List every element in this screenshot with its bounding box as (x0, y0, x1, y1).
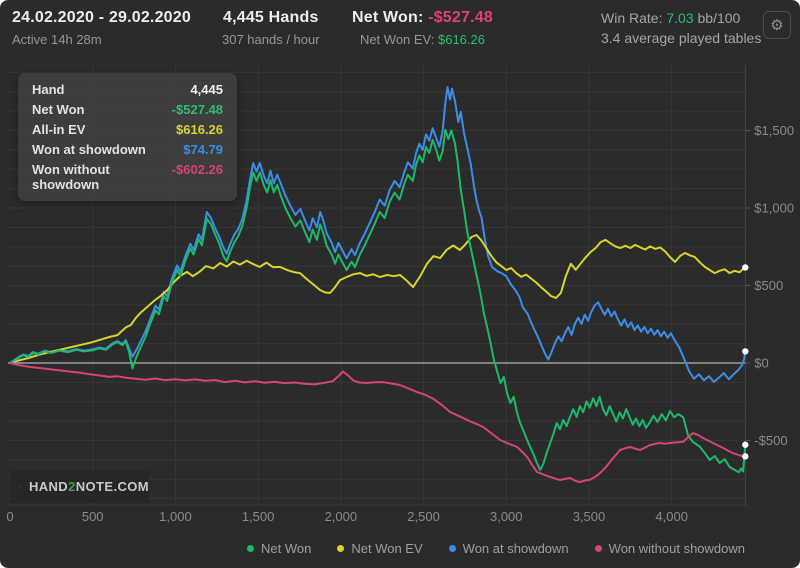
tooltip-row-value: -$527.48 (171, 102, 223, 117)
series-end-marker-won-at-showdown (742, 348, 749, 355)
series-line-net-won-ev (9, 234, 747, 364)
tooltip-row: Net Won -$527.48 (32, 102, 223, 117)
legend-item-net-won[interactable]: Net Won (247, 541, 311, 556)
x-tick-label: 0 (6, 509, 13, 524)
tooltip-row: Hand 4,445 (32, 82, 223, 97)
legend-dot (337, 545, 345, 552)
y-tick-label: $1,500 (754, 123, 794, 138)
net-won-block: Net Won: -$527.48 Net Won EV: $616.26 (352, 8, 493, 48)
win-rate-value: 7.03 (666, 10, 694, 26)
y-tick-label: $500 (754, 278, 783, 293)
tooltip-row-label: All-in EV (32, 122, 86, 137)
x-tick-label: 4,000 (655, 509, 688, 524)
hand2note-logo[interactable]: HAND2NOTE.COM (10, 470, 149, 503)
tooltip-row-value: 4,445 (190, 82, 223, 97)
x-tick-label: 2,000 (325, 509, 358, 524)
net-won-ev-label: Net Won EV: (359, 32, 435, 47)
hands-per-hour: 307 hands / hour (222, 32, 320, 47)
series-line-won-at-showdown (9, 86, 747, 383)
x-tick-label: 1,000 (159, 509, 192, 524)
tooltip-row-value: $616.26 (176, 122, 223, 137)
settings-button[interactable]: ⚙ (763, 11, 791, 39)
tooltip-row-label: Won at showdown (32, 142, 146, 157)
hand2note-wordmark: HAND2NOTE.COM (28, 479, 149, 494)
x-tick-label: 3,500 (573, 509, 606, 524)
legend-label: Net Won EV (351, 541, 423, 556)
win-rate-unit: bb/100 (697, 10, 741, 26)
net-won-value: -$527.48 (428, 9, 493, 26)
win-rate-label: Win Rate: (601, 10, 663, 26)
x-tick-label: 500 (82, 509, 104, 524)
x-tick-label: 3,000 (490, 509, 523, 524)
net-won-ev-line: Net Won EV: $616.26 (352, 32, 493, 48)
series-line-net-won (9, 128, 747, 474)
y-tick-label: -$500 (754, 433, 787, 448)
hands-count: 4,445 Hands (222, 9, 319, 26)
series-end-marker-net-won-ev (742, 264, 749, 271)
win-rate-block: Win Rate: 7.03 bb/100 3.4 average played… (601, 8, 761, 49)
chart-tooltip: Hand 4,445 Net Won -$527.48 All-in EV $616.26… (18, 73, 237, 201)
tooltip-row: Won without showdown -$602.26 (32, 162, 223, 192)
legend-dot (448, 545, 456, 552)
hand2note-h-icon (20, 485, 21, 488)
legend-dot (594, 545, 602, 552)
active-time: Active 14h 28m (12, 32, 102, 47)
hands-block: 4,445 Hands 307 hands / hour (222, 8, 320, 48)
legend-label: Won at showdown (462, 541, 569, 556)
y-tick-label: $0 (754, 356, 768, 371)
x-tick-label: 1,500 (242, 509, 275, 524)
net-won-ev-value: $616.26 (437, 32, 485, 47)
legend-item-won-without-showdown[interactable]: Won without showdown (594, 541, 745, 556)
series-end-marker-net-won (742, 441, 749, 448)
tooltip-row: Won at showdown $74.79 (32, 142, 223, 157)
tooltip-row-label: Net Won (32, 102, 85, 117)
legend-label: Net Won (261, 541, 312, 556)
avg-tables: 3.4 average played tables (601, 30, 762, 47)
gear-icon: ⚙ (770, 17, 784, 34)
series-end-marker-won-without-showdown (742, 453, 749, 460)
x-tick-label: 2,500 (407, 509, 440, 524)
tooltip-row-label: Hand (32, 82, 65, 97)
date-range-block[interactable]: 24.02.2020 - 29.02.2020 Active 14h 28m (12, 8, 191, 48)
legend-dot (247, 545, 255, 552)
legend-label: Won without showdown (608, 541, 745, 556)
date-range: 24.02.2020 - 29.02.2020 (12, 9, 191, 26)
win-rate-line: Win Rate: 7.03 bb/100 (601, 8, 761, 28)
net-won-label: Net Won: (352, 9, 424, 26)
tooltip-row-label: Won without showdown (32, 162, 110, 192)
y-tick-label: $1,000 (754, 201, 794, 216)
chart-legend: Net Won Net Won EV Won at showdown Won with… (247, 541, 745, 556)
legend-item-net-won-ev[interactable]: Net Won EV (337, 541, 423, 556)
tooltip-row: All-in EV $616.26 (32, 122, 223, 137)
series-line-won-without-showdown (9, 362, 747, 483)
net-won-line: Net Won: -$527.48 (352, 8, 493, 28)
legend-item-won-at-showdown[interactable]: Won at showdown (448, 541, 569, 556)
tooltip-row-value: $74.79 (183, 142, 223, 157)
tooltip-row-value: -$602.26 (171, 162, 223, 177)
